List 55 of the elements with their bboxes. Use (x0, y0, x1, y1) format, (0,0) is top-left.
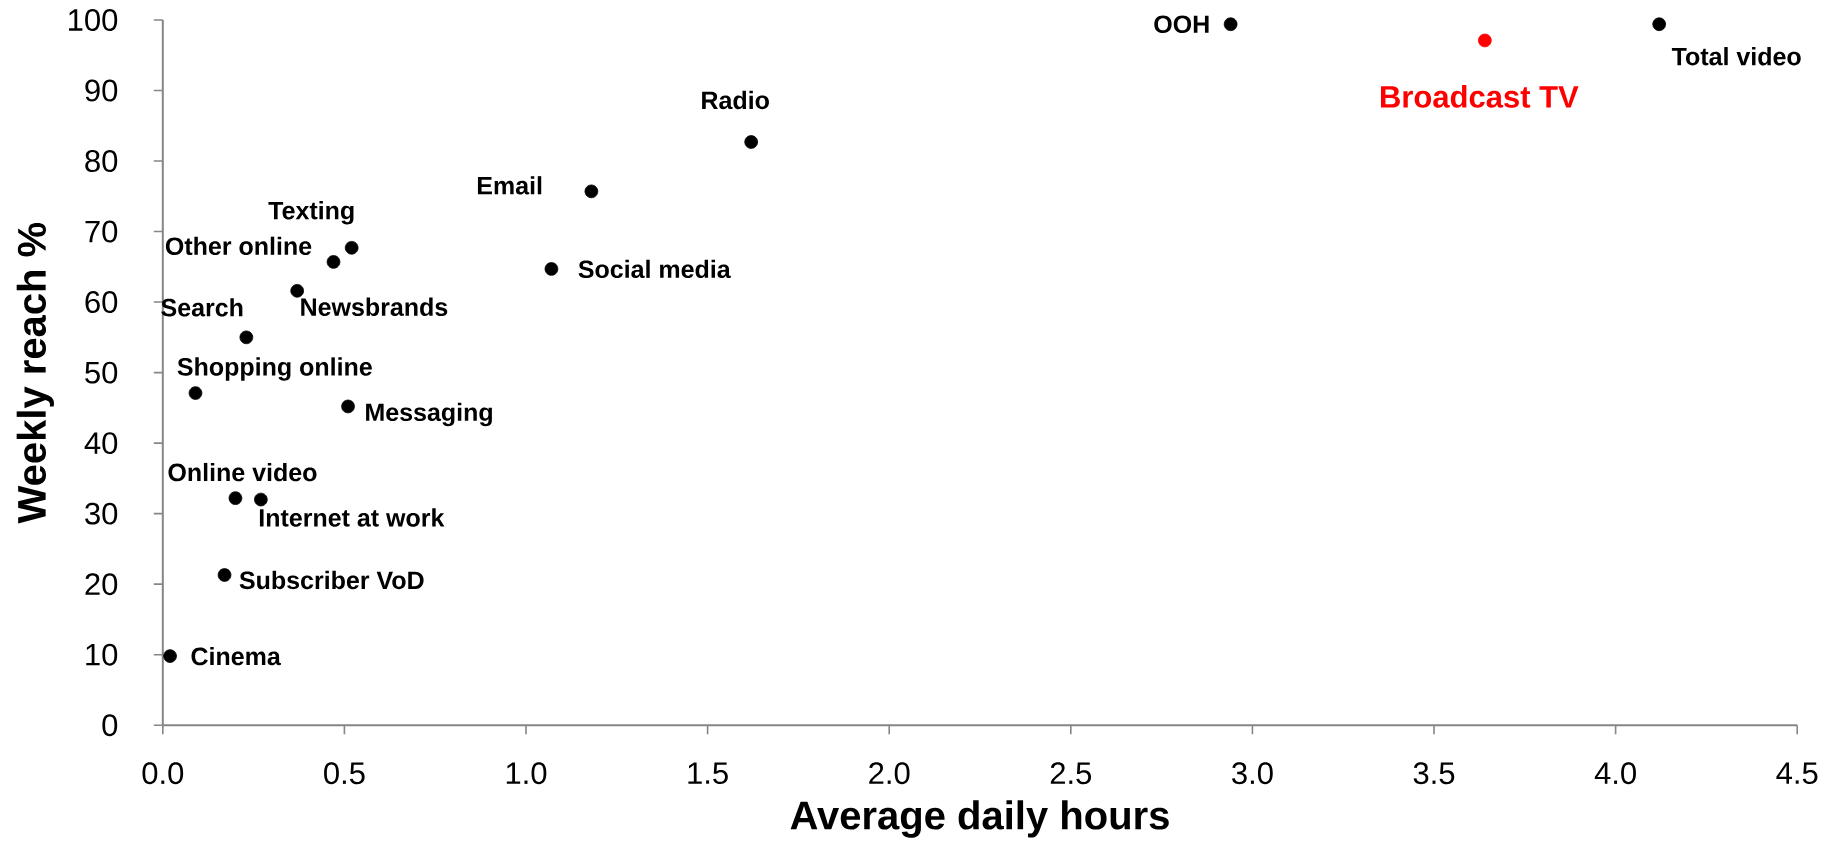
series-label: Internet at work (259, 508, 445, 527)
x-tick-label: 1.5 (688, 762, 728, 785)
point (341, 399, 355, 414)
y-tick-label: 80 (85, 150, 118, 173)
point (584, 184, 599, 199)
series-label: Cinema (191, 646, 281, 666)
y-tick-label: 30 (85, 502, 118, 525)
x-tick-label: 0.0 (142, 762, 184, 785)
series-label: Texting (268, 201, 354, 225)
point (544, 262, 559, 276)
y-tick-label: 10 (86, 643, 118, 666)
x-tick-label: 2.0 (869, 762, 910, 785)
point (1223, 17, 1238, 32)
point (326, 255, 341, 269)
point (1478, 33, 1492, 48)
point (290, 283, 304, 298)
series-label: Messaging (366, 402, 492, 427)
x-tick-label: 3.0 (1232, 762, 1273, 785)
point (744, 135, 758, 149)
y-tick-label: 90 (85, 79, 118, 102)
series-label: Email (477, 176, 542, 195)
series-label: Online video (168, 462, 317, 482)
series-label: Social media (578, 259, 731, 279)
y-axis-title: Weekly reach % (16, 222, 54, 524)
point (217, 568, 232, 582)
series-label: OOH (1154, 15, 1209, 34)
series-label: Search (161, 298, 243, 317)
x-axis-title: Average daily hours (790, 800, 1169, 838)
x-tick-label: 1.0 (506, 762, 547, 785)
series-label: Broadcast TV (1381, 85, 1579, 108)
y-tick-label: 0 (102, 714, 118, 737)
point (344, 240, 359, 255)
series-label: Shopping online (177, 357, 372, 381)
x-tick-label: 2.5 (1050, 762, 1092, 785)
series-label: Other online (165, 236, 312, 256)
series-label: Newsbrands (301, 297, 448, 316)
point (163, 649, 177, 663)
x-tick-label: 0.5 (324, 762, 365, 785)
point (188, 386, 203, 400)
x-tick-label: 4.5 (1776, 762, 1818, 785)
y-tick-label: 40 (84, 432, 118, 455)
x-tick-label: 4.0 (1594, 762, 1636, 785)
y-tick-label: 20 (85, 573, 118, 596)
x-tick-label: 3.5 (1413, 762, 1455, 785)
point (1652, 17, 1666, 32)
series-label: Radio (702, 90, 769, 110)
series-label: Subscriber VoD (239, 570, 424, 590)
series-label: Total video (1671, 47, 1801, 66)
point (228, 491, 243, 505)
y-tick-label: 70 (85, 220, 118, 243)
y-tick-label: 50 (85, 361, 118, 384)
point (254, 492, 268, 507)
y-tick-label: 60 (85, 291, 118, 314)
y-tick-label: 100 (69, 9, 118, 31)
point (239, 330, 254, 345)
